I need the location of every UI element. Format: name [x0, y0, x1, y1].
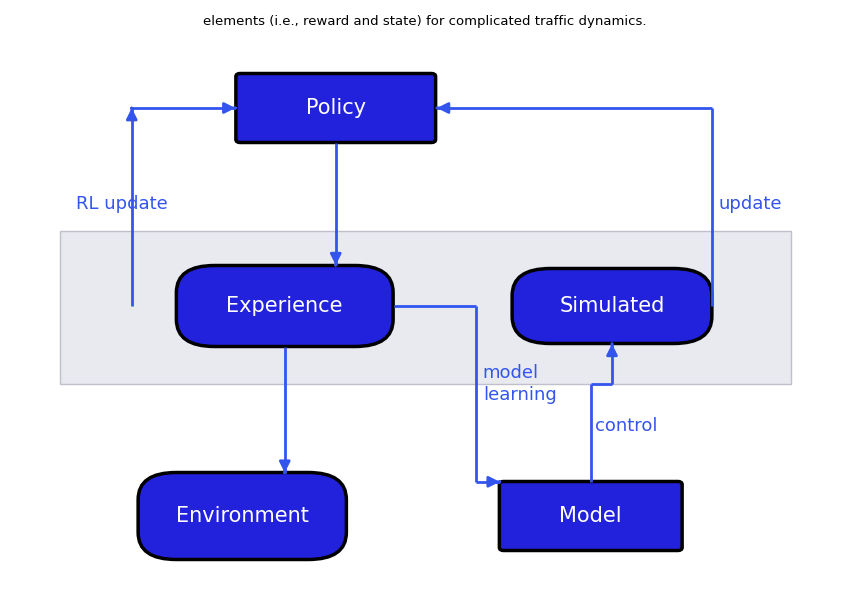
FancyBboxPatch shape	[236, 73, 435, 142]
Text: Experience: Experience	[226, 296, 343, 316]
FancyBboxPatch shape	[138, 473, 347, 559]
FancyBboxPatch shape	[60, 231, 791, 384]
FancyBboxPatch shape	[499, 481, 682, 551]
Text: Model: Model	[559, 506, 622, 526]
FancyBboxPatch shape	[177, 265, 393, 346]
Text: control: control	[595, 417, 658, 435]
Text: Environment: Environment	[176, 506, 309, 526]
Text: model
learning: model learning	[483, 364, 557, 404]
Text: RL update: RL update	[76, 195, 168, 213]
Text: update: update	[718, 195, 782, 213]
Text: Simulated: Simulated	[559, 296, 665, 316]
Text: Policy: Policy	[306, 98, 366, 118]
FancyBboxPatch shape	[512, 269, 711, 343]
Text: elements (i.e., reward and state) for complicated traffic dynamics.: elements (i.e., reward and state) for co…	[203, 15, 647, 28]
